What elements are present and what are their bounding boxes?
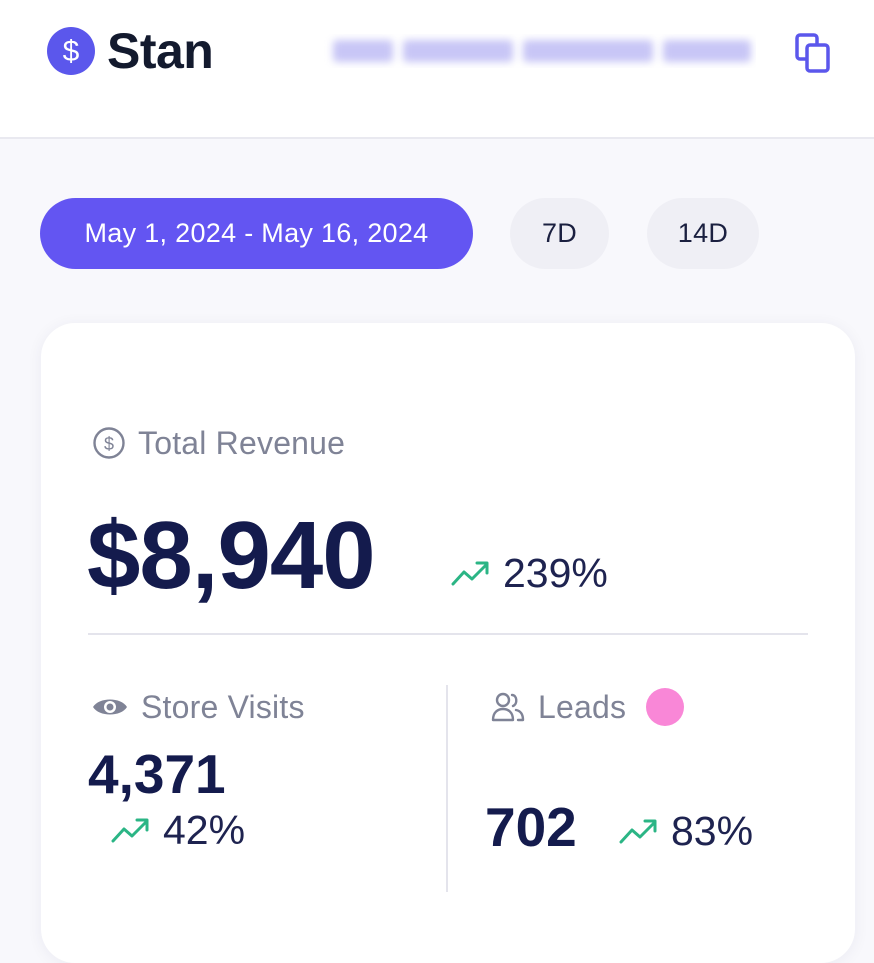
- leads-status-dot: [646, 688, 685, 726]
- revenue-trend: 239%: [451, 548, 608, 598]
- revenue-label-row: $ Total Revenue: [92, 423, 345, 463]
- visits-value: 4,371: [88, 743, 226, 805]
- leads-value: 702: [485, 796, 577, 858]
- store-url-redacted: [323, 34, 756, 68]
- leads-trend: 83%: [619, 806, 753, 856]
- visits-trend: 42%: [111, 805, 245, 855]
- trend-up-icon: [451, 561, 489, 586]
- copy-link-button[interactable]: [790, 30, 836, 76]
- svg-text:$: $: [104, 434, 114, 454]
- filter-14d-button[interactable]: 14D: [647, 198, 759, 269]
- trend-up-icon: [111, 818, 149, 843]
- revenue-label: Total Revenue: [138, 424, 346, 461]
- trend-up-icon: [619, 819, 657, 844]
- visits-label: Store Visits: [141, 688, 305, 725]
- stats-card: $ Total Revenue $8,940 239% Store Visits…: [41, 323, 855, 963]
- stats-divider-horizontal: [88, 633, 808, 635]
- dollar-sign-icon: $: [47, 27, 95, 75]
- visits-change: 42%: [163, 807, 246, 853]
- filter-7d-button[interactable]: 7D: [510, 198, 609, 269]
- users-icon: [491, 692, 525, 722]
- leads-label: Leads: [538, 688, 627, 725]
- svg-text:$: $: [63, 35, 80, 68]
- copy-icon: [795, 33, 830, 73]
- revenue-change: 239%: [503, 550, 608, 596]
- dollar-circle-icon: $: [93, 427, 125, 459]
- eye-icon: [93, 699, 127, 715]
- app-header: $ Stan: [0, 0, 874, 139]
- brand-name: Stan: [107, 23, 214, 79]
- leads-change: 83%: [671, 808, 754, 854]
- revenue-value: $8,940: [87, 502, 376, 609]
- stats-divider-vertical: [446, 685, 448, 892]
- visits-label-row: Store Visits: [91, 687, 305, 727]
- date-range-button[interactable]: May 1, 2024 - May 16, 2024: [40, 198, 473, 269]
- leads-label-row: Leads: [490, 687, 685, 727]
